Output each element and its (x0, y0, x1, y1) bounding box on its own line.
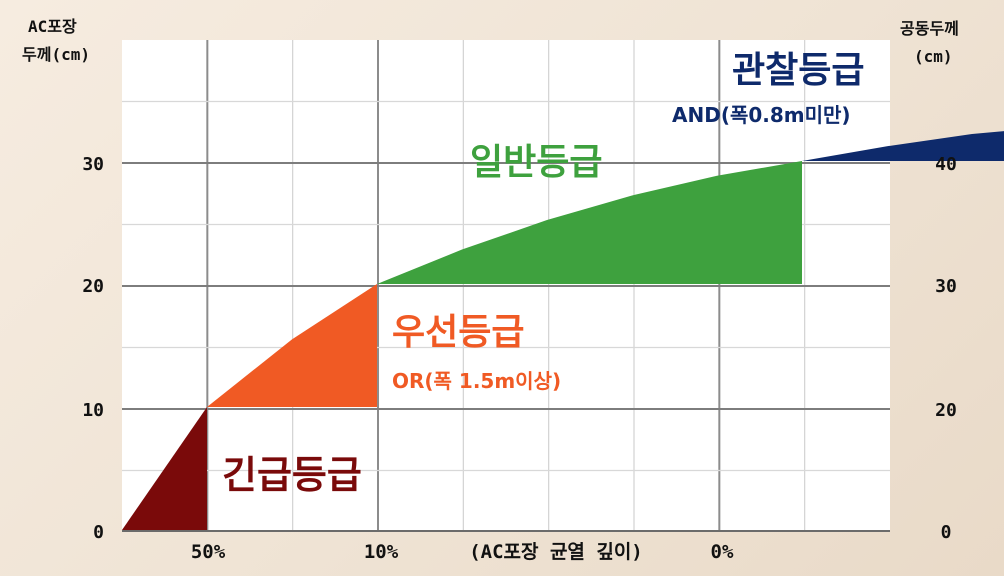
zone-note-observation: AND(폭0.8m미만) (672, 103, 851, 127)
right-axis-title-line-2: (cm) (914, 47, 953, 66)
right-tick-label-30: 30 (935, 276, 957, 297)
x-tick-label-10pct: 10% (364, 541, 399, 563)
x-tick-label-0pct: 0% (711, 541, 734, 563)
zone-area-2 (377, 161, 802, 284)
left-tick-label-10: 10 (82, 400, 104, 421)
zone-label-observation: 관찰등급 (732, 50, 864, 91)
zone-label-priority: 우선등급 (392, 312, 524, 353)
right-tick-label-40: 40 (935, 154, 957, 175)
zone-areas (122, 131, 1004, 530)
zone-area-3 (802, 131, 1004, 161)
x-tick-label-50pct: 50% (191, 541, 226, 563)
zone-label-general: 일반등급 (470, 142, 602, 183)
zone-area-0 (122, 407, 207, 530)
left-tick-label-0: 0 (93, 522, 104, 543)
left-tick-label-30: 30 (82, 154, 104, 175)
right-tick-label-0: 0 (941, 522, 952, 543)
left-tick-label-20: 20 (82, 276, 104, 297)
zone-label-emergency: 긴급등급 (222, 453, 362, 497)
left-axis-title-line-1: AC포장 (28, 17, 77, 36)
right-axis-title-line-1: 공동두께 (900, 19, 959, 38)
zone-area-1 (207, 284, 377, 407)
right-tick-label-20: 20 (935, 400, 957, 421)
zone-note-priority: OR(폭 1.5m이상) (392, 369, 561, 393)
left-axis-title-line-2: 두께(cm) (22, 45, 90, 64)
x-axis-title: (AC포장 균열 깊이) (469, 541, 643, 563)
